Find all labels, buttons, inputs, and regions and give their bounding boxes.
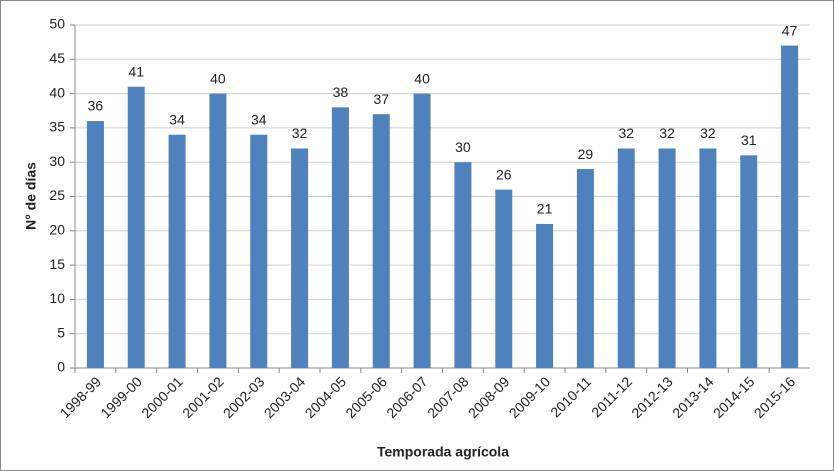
bar xyxy=(576,169,594,368)
data-label: 32 xyxy=(659,125,675,141)
data-label: 41 xyxy=(128,63,144,79)
data-label: 34 xyxy=(169,111,185,127)
bar xyxy=(331,107,349,368)
y-tick-label: 30 xyxy=(49,153,65,169)
bar xyxy=(209,93,227,368)
data-label: 30 xyxy=(455,139,471,155)
data-label: 34 xyxy=(251,111,267,127)
bar xyxy=(658,148,676,368)
data-label: 40 xyxy=(210,70,226,86)
bar xyxy=(250,134,268,368)
data-label: 37 xyxy=(373,91,389,107)
y-tick-label: 5 xyxy=(57,324,65,340)
data-label: 40 xyxy=(414,70,430,86)
y-tick-label: 50 xyxy=(49,16,65,32)
y-tick-label: 45 xyxy=(49,50,65,66)
bar xyxy=(699,148,717,368)
bar xyxy=(495,189,513,368)
y-tick-label: 35 xyxy=(49,119,65,135)
bar xyxy=(740,155,758,368)
bar xyxy=(168,134,186,368)
bar xyxy=(536,223,554,368)
data-label: 32 xyxy=(618,125,634,141)
data-label: 32 xyxy=(700,125,716,141)
y-tick-label: 10 xyxy=(49,290,65,306)
y-tick-label: 20 xyxy=(49,222,65,238)
data-label: 31 xyxy=(741,132,757,148)
bar xyxy=(127,86,145,369)
y-tick-label: 0 xyxy=(57,359,65,375)
data-label: 21 xyxy=(537,201,553,217)
y-tick-label: 40 xyxy=(49,84,65,100)
data-label: 36 xyxy=(88,98,104,114)
y-axis-title: N° de días xyxy=(23,162,39,230)
y-tick-label: 25 xyxy=(49,187,65,203)
data-label: 26 xyxy=(496,166,512,182)
data-label: 29 xyxy=(578,146,594,162)
x-axis-title: Temporada agrícola xyxy=(377,444,509,460)
bar xyxy=(781,45,799,368)
data-label: 38 xyxy=(333,84,349,100)
bar xyxy=(617,148,635,368)
data-label: 32 xyxy=(292,125,308,141)
bar xyxy=(372,114,390,369)
y-tick-label: 15 xyxy=(49,256,65,272)
bar xyxy=(86,121,104,368)
data-label: 47 xyxy=(782,22,798,38)
bar xyxy=(413,93,431,368)
bar xyxy=(454,162,472,368)
bar xyxy=(291,148,309,368)
